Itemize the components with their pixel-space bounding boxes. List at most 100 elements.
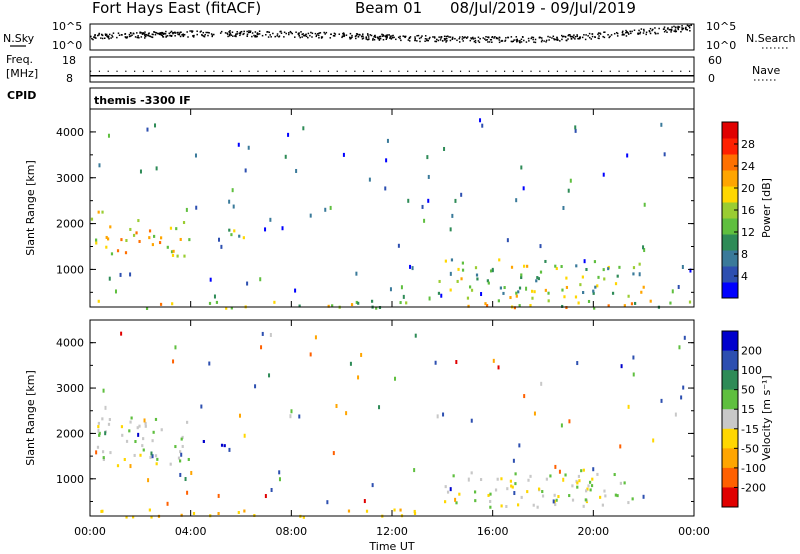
noise-point <box>629 30 631 33</box>
velocity-echo <box>109 451 112 455</box>
noise-point <box>438 36 440 38</box>
velocity-echo <box>467 477 470 482</box>
noise-point <box>196 33 198 36</box>
noise-point <box>579 36 582 38</box>
noise-point <box>354 35 357 38</box>
noise-point <box>97 34 99 37</box>
velocity-echo <box>254 384 257 389</box>
noise-point <box>253 34 255 37</box>
x-tick-label: 04:00 <box>175 525 207 538</box>
noise-point <box>186 31 188 33</box>
noise-point <box>98 34 100 36</box>
velocity-echo <box>545 477 548 481</box>
power-echo <box>484 302 487 306</box>
velocity-echo <box>378 405 381 410</box>
velocity-echo <box>590 484 594 488</box>
noise-point <box>531 36 533 38</box>
nave-point <box>459 70 462 72</box>
velocity-echo <box>96 445 100 449</box>
power-echo <box>246 281 249 286</box>
power-echo <box>139 169 142 174</box>
noise-point <box>504 39 507 42</box>
noise-point <box>515 39 518 41</box>
power-echo <box>238 234 241 238</box>
noise-point <box>690 24 692 26</box>
noise-point <box>591 35 594 38</box>
noise-point <box>585 34 587 36</box>
noise-point <box>320 37 323 39</box>
noise-point <box>379 35 382 38</box>
noise-point <box>251 32 254 34</box>
velocity-echo <box>116 464 120 468</box>
y-tick-label: 1000 <box>56 473 84 486</box>
power-echo <box>183 254 186 258</box>
power-echo <box>581 275 584 279</box>
noise-point <box>116 36 118 39</box>
noise-point <box>386 36 388 38</box>
colorbar-swatch <box>722 122 738 139</box>
noise-point <box>543 40 545 42</box>
nave-point <box>433 70 435 72</box>
velocity-echo <box>434 360 437 365</box>
power-echo <box>533 290 536 294</box>
velocity-echo <box>442 412 445 417</box>
noise-point <box>590 38 593 40</box>
noise-point <box>134 36 137 38</box>
noise-point <box>674 30 677 33</box>
power-echo <box>457 267 460 271</box>
power-echo <box>101 210 104 214</box>
noise-point <box>462 40 464 42</box>
noise-point <box>444 39 446 41</box>
power-scatter <box>90 118 692 310</box>
velocity-echo <box>104 405 107 410</box>
noise-point <box>649 32 652 35</box>
noise-point <box>545 39 548 42</box>
noise-point <box>242 33 244 36</box>
power-echo <box>503 286 506 290</box>
noise-point <box>637 32 640 35</box>
noise-point <box>317 32 319 35</box>
noise-point <box>318 37 320 39</box>
noise-point <box>541 37 543 39</box>
noise-point <box>318 34 320 37</box>
noise-point <box>421 35 423 37</box>
nave-point <box>565 70 567 72</box>
noise-point <box>310 31 312 34</box>
noise-point <box>174 35 176 37</box>
power-echo <box>151 243 154 247</box>
power-echo <box>515 291 518 295</box>
velocity-echo <box>576 481 579 485</box>
noise-point <box>374 36 377 39</box>
noise-point <box>170 30 173 33</box>
noise-point <box>361 38 364 40</box>
velocity-echo <box>220 443 224 447</box>
nave-point <box>662 70 664 72</box>
power-echo <box>520 273 523 277</box>
power-echo <box>350 303 354 307</box>
velocity-echo <box>557 495 560 499</box>
noise-point <box>161 32 164 34</box>
noise-point <box>367 38 370 41</box>
power-echo <box>602 268 605 272</box>
noise-point <box>228 31 230 33</box>
noise-point <box>309 34 311 37</box>
noise-point <box>234 35 236 37</box>
power-echo <box>427 174 430 179</box>
noise-point <box>106 35 108 37</box>
nave-point <box>556 70 559 72</box>
velocity-echo <box>152 430 155 434</box>
velocity-echo <box>682 385 685 390</box>
velocity-echo <box>108 418 111 422</box>
nave-point <box>530 70 532 72</box>
power-echo <box>273 300 276 304</box>
velocity-echo <box>660 398 663 403</box>
power-echo <box>486 279 489 283</box>
noise-point <box>519 39 521 42</box>
power-echo <box>220 244 223 249</box>
noise-point <box>451 36 454 39</box>
noise-point <box>553 38 556 41</box>
velocity-colorbar: 200 100 50 15 -15 -50 -100 -200 <box>721 330 766 508</box>
velocity-echo <box>527 478 530 482</box>
noise-point <box>555 38 557 41</box>
power-echo <box>269 217 272 222</box>
